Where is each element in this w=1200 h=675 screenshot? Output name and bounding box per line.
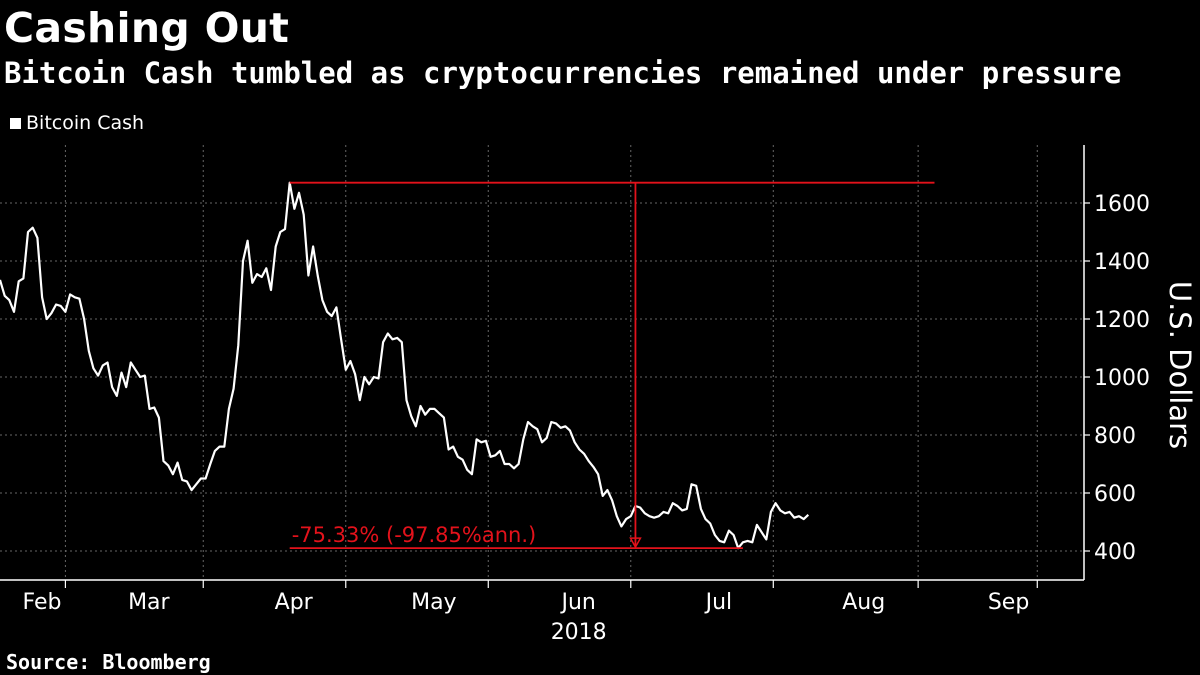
annotation-layer: -75.33% (-97.85%ann.) (289, 181, 935, 549)
chart-title: Cashing Out (4, 4, 290, 52)
y-tick-label: 1000 (1094, 366, 1150, 391)
y-tick-label: 600 (1094, 482, 1136, 507)
x-tick-label: Jun (560, 590, 596, 615)
x-tick-label: Jul (704, 590, 733, 615)
x-tick-label: Sep (988, 590, 1029, 615)
x-tick-label: Apr (275, 590, 314, 615)
y-tick-label: 400 (1094, 540, 1136, 565)
legend: Bitcoin Cash (10, 112, 144, 134)
y-tick-label: 1600 (1094, 192, 1150, 217)
source-note: Source: Bloomberg (6, 650, 211, 674)
axes: Feb Mar Apr May Jun Jul Aug Sep 2018 400 600 800 100… (0, 145, 1197, 645)
gridlines (0, 145, 1084, 580)
chart-subtitle: Bitcoin Cash tumbled as cryptocurrencies… (4, 56, 1122, 90)
y-axis-label: U.S. Dollars (1163, 281, 1197, 449)
y-tick-label: 1200 (1094, 308, 1150, 333)
x-axis-year-label: 2018 (551, 620, 607, 645)
annotation-arrow-head (629, 537, 642, 549)
plot-area (0, 181, 810, 550)
annotation-change-label: -75.33% (-97.85%ann.) (292, 523, 537, 547)
x-tick-label: Feb (23, 590, 62, 615)
x-tick-label: Aug (842, 590, 885, 615)
legend-swatch (10, 117, 21, 129)
x-tick-label: Mar (128, 590, 170, 615)
legend-label: Bitcoin Cash (26, 112, 145, 134)
y-tick-label: 800 (1094, 424, 1136, 449)
y-tick-label: 1400 (1094, 250, 1150, 275)
series-line-bitcoin-cash (0, 181, 810, 550)
x-tick-label: May (411, 590, 456, 615)
